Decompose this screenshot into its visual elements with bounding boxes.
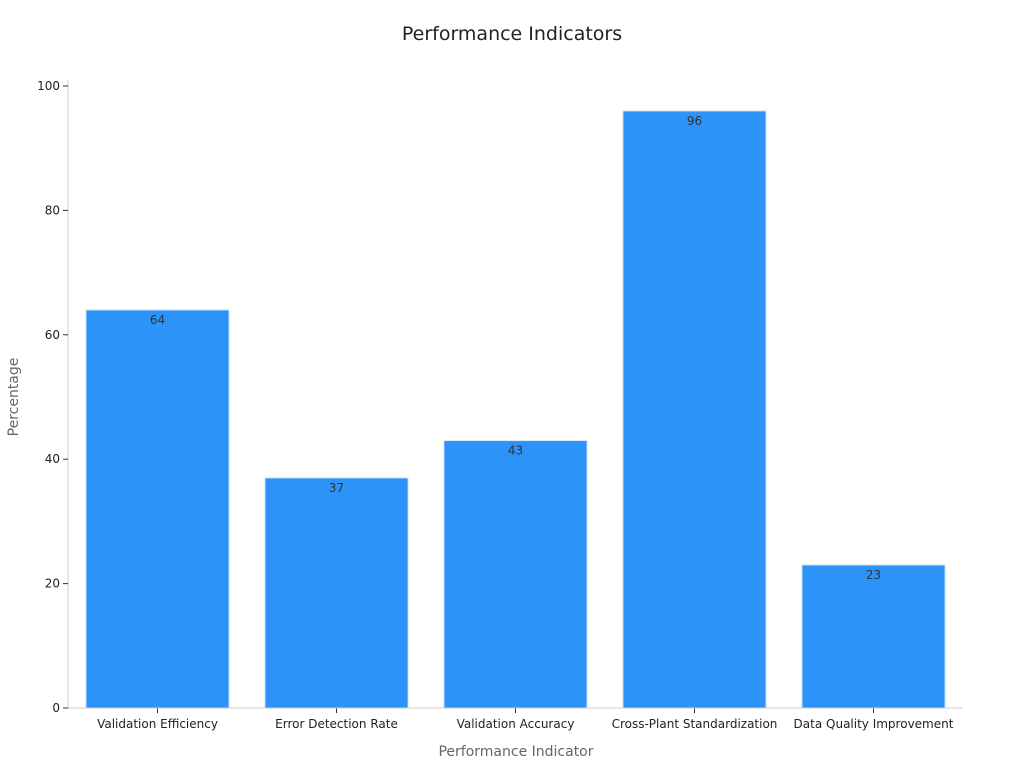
data-label: 64 xyxy=(150,313,165,327)
bar xyxy=(622,110,767,709)
chart-title: Performance Indicators xyxy=(402,23,622,45)
y-tick-label: 0 xyxy=(52,701,60,715)
bar xyxy=(264,477,409,709)
x-tick-label: Validation Accuracy xyxy=(457,717,575,731)
x-tick-label: Error Detection Rate xyxy=(275,717,398,731)
bar xyxy=(801,564,946,709)
y-tick-label: 60 xyxy=(45,328,60,342)
x-tick-label: Validation Efficiency xyxy=(97,717,218,731)
x-tick-label: Cross-Plant Standardization xyxy=(612,717,778,731)
data-label: 37 xyxy=(329,481,344,495)
y-tick-label: 40 xyxy=(45,452,60,466)
x-axis-label: Performance Indicator xyxy=(438,744,593,760)
data-label: 96 xyxy=(687,114,702,128)
data-label: 23 xyxy=(866,568,881,582)
y-tick-label: 100 xyxy=(37,79,60,93)
y-tick-label: 80 xyxy=(45,203,60,217)
data-label: 43 xyxy=(508,444,523,458)
bar xyxy=(85,309,230,709)
bar xyxy=(443,440,588,709)
y-tick-label: 20 xyxy=(45,577,60,591)
x-tick-label: Data Quality Improvement xyxy=(794,717,954,731)
y-axis-label: Percentage xyxy=(6,358,22,437)
